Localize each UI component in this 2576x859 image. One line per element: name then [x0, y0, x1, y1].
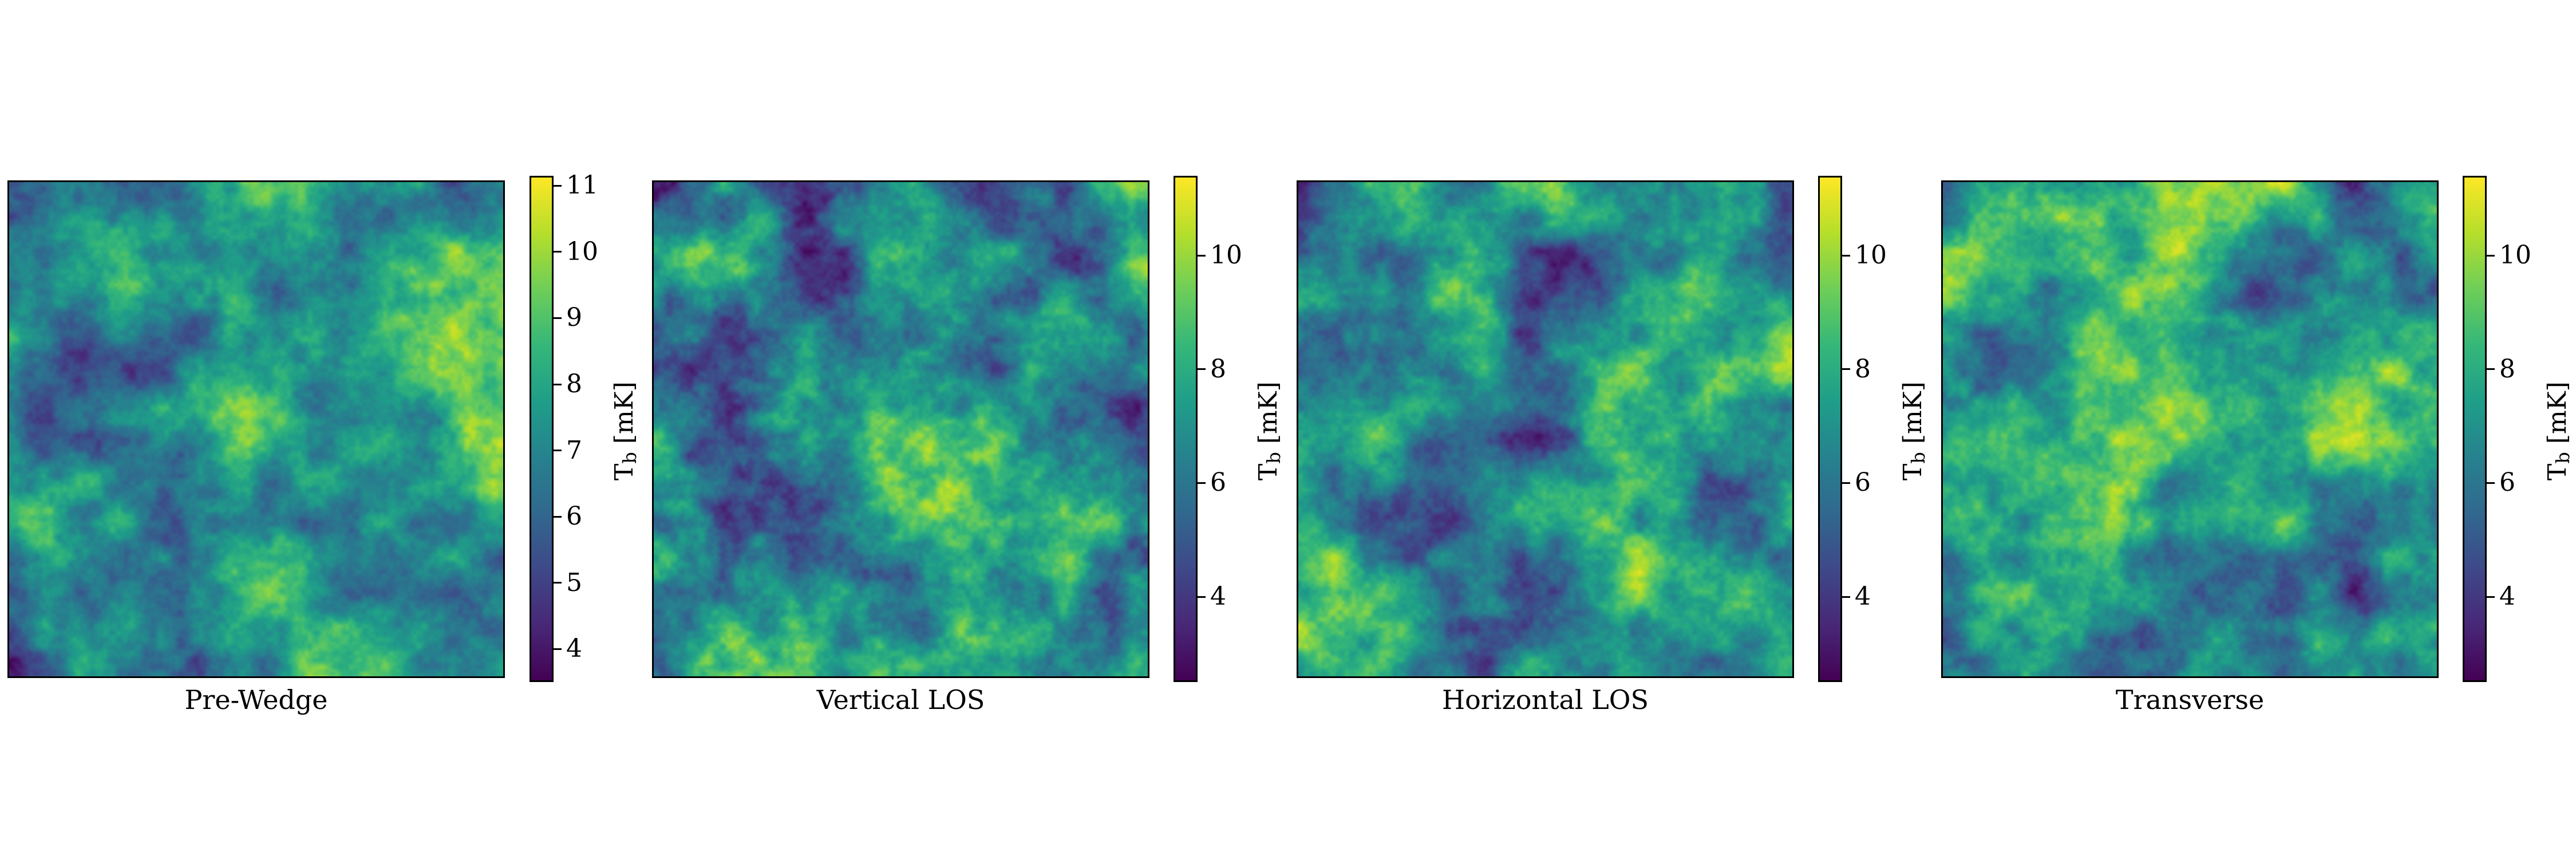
colorbar-tick: [554, 251, 562, 253]
colorbar-tick-label: 8: [1210, 354, 1226, 384]
colorbar: [2463, 176, 2487, 682]
colorbar-tick: [1198, 482, 1206, 484]
colorbar-tick-label: 4: [566, 634, 582, 664]
colorbar-tick: [2487, 254, 2495, 257]
colorbar-tick-label: 6: [1855, 468, 1871, 498]
colorbar-label: Tb [mK]: [2543, 381, 2574, 480]
colorbar-tick: [554, 184, 562, 187]
colorbar-tick-label: 6: [2499, 468, 2515, 498]
colorbar-tick: [1198, 368, 1206, 371]
panel-title: Pre-Wedge: [184, 684, 328, 715]
colorbar: [1174, 176, 1198, 682]
colorbar-tick-label: 6: [566, 502, 582, 531]
colorbar-tick-label: 9: [566, 303, 582, 333]
colorbar-tick-label: 4: [2499, 582, 2515, 611]
colorbar-tick-label: 8: [1855, 354, 1871, 384]
heatmap-canvas: [1298, 182, 1792, 676]
colorbar-tick: [2487, 596, 2495, 598]
colorbar: [530, 176, 554, 682]
colorbar-tick: [554, 648, 562, 650]
colorbar-tick: [554, 515, 562, 518]
colorbar-tick: [1842, 368, 1850, 371]
heatmap-canvas: [9, 182, 503, 676]
heatmap-canvas: [654, 182, 1148, 676]
colorbar-label: Tb [mK]: [610, 381, 641, 480]
colorbar-tick-label: 10: [2499, 241, 2531, 270]
colorbar-tick-label: 5: [566, 568, 582, 597]
colorbar-tick: [1198, 596, 1206, 598]
heatmap-pre-wedge: [7, 180, 505, 678]
colorbar-tick-label: 4: [1210, 582, 1226, 611]
heatmap-vertical-los: [652, 180, 1149, 678]
colorbar-tick: [554, 450, 562, 452]
colorbar-label: Tb [mK]: [1898, 381, 1929, 480]
colorbar-tick: [2487, 368, 2495, 371]
colorbar-tick: [1842, 254, 1850, 257]
colorbar-tick-label: 11: [566, 171, 598, 200]
colorbar-tick-label: 8: [2499, 354, 2515, 384]
heatmap-transverse: [1941, 180, 2439, 678]
colorbar-tick-label: 10: [1855, 241, 1887, 270]
panel-title: Horizontal LOS: [1441, 684, 1649, 715]
colorbar-tick-label: 7: [566, 435, 582, 465]
colorbar-tick: [554, 317, 562, 319]
colorbar-tick: [1842, 596, 1850, 598]
colorbar-label: Tb [mK]: [1254, 381, 1285, 480]
colorbar-tick-label: 8: [566, 369, 582, 399]
colorbar-tick-label: 6: [1210, 468, 1226, 498]
colorbar-tick: [1198, 254, 1206, 257]
colorbar-tick: [554, 383, 562, 385]
colorbar-tick-label: 10: [566, 237, 598, 266]
heatmap-canvas: [1943, 182, 2437, 676]
heatmap-horizontal-los: [1297, 180, 1794, 678]
colorbar-tick-label: 4: [1855, 582, 1871, 611]
panel-title: Vertical LOS: [816, 684, 985, 715]
colorbar-tick-label: 10: [1210, 241, 1242, 270]
panel-title: Transverse: [2115, 684, 2265, 715]
colorbar: [1818, 176, 1842, 682]
colorbar-tick: [554, 582, 562, 584]
colorbar-tick: [2487, 482, 2495, 484]
colorbar-tick: [1842, 482, 1850, 484]
